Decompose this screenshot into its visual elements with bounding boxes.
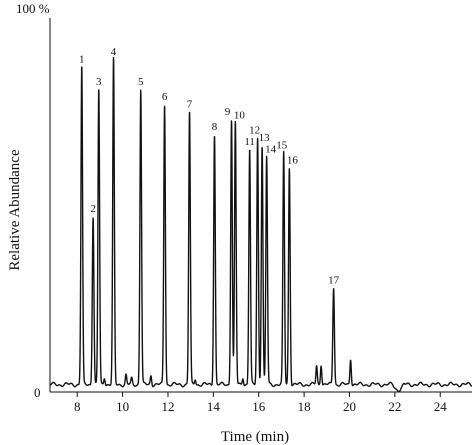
peak-label-14: 14: [265, 143, 277, 155]
peak-label-6: 6: [162, 91, 168, 103]
y-min-label: 0: [34, 385, 41, 400]
x-tick-label: 12: [161, 399, 174, 414]
x-axis-title: Time (min): [221, 429, 289, 445]
x-tick-label: 22: [388, 399, 401, 414]
peak-label-5: 5: [138, 76, 144, 88]
y-axis-title: Relative Abundance: [7, 149, 23, 271]
peak-label-10: 10: [234, 110, 246, 122]
peak-label-9: 9: [225, 106, 231, 118]
x-axis-ticks: 8 10 12 14 16 18 20 22 24: [74, 392, 447, 414]
peak-label-17: 17: [328, 274, 340, 286]
peak-label-3: 3: [96, 76, 102, 88]
x-tick-label: 16: [252, 399, 266, 414]
peak-label-7: 7: [187, 99, 193, 111]
peak-label-16: 16: [287, 155, 299, 167]
peak-label-12: 12: [249, 125, 260, 137]
peak-label-1: 1: [79, 54, 85, 66]
x-tick-label: 20: [343, 399, 356, 414]
chromatogram-trace-group: [49, 56, 473, 393]
peak-label-13: 13: [259, 132, 271, 144]
x-tick-label: 8: [74, 399, 81, 414]
peak-label-15: 15: [276, 140, 288, 152]
x-tick-label: 10: [116, 399, 129, 414]
peak-label-4: 4: [111, 46, 117, 58]
x-tick-label: 24: [434, 399, 448, 414]
peak-label-8: 8: [212, 121, 218, 133]
peak-label-11: 11: [244, 136, 255, 148]
y-max-label: 100 %: [16, 1, 50, 16]
chromatogram-trace: [49, 56, 473, 393]
x-tick-label: 14: [207, 399, 221, 414]
peak-label-2: 2: [90, 203, 96, 215]
x-tick-label: 18: [298, 399, 311, 414]
